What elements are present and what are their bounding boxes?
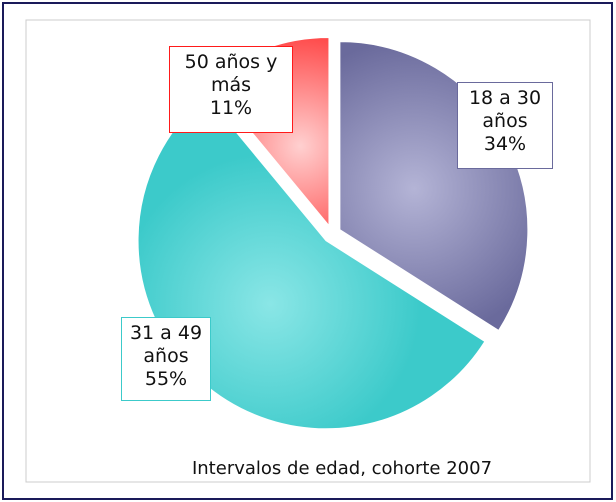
slice-label: 18 a 30 años 34%	[457, 82, 553, 169]
caption: Intervalos de edad, cohorte 2007	[191, 458, 493, 479]
slice-value: 11%	[209, 97, 253, 119]
slice-name: 18 a 30 años	[468, 87, 542, 132]
slice-value: 34%	[483, 133, 527, 155]
plot-frame	[25, 19, 591, 483]
slice-label: 31 a 49 años 55%	[121, 317, 211, 401]
slice-label: 50 años y más 11%	[169, 46, 293, 133]
slice-value: 55%	[144, 368, 188, 390]
slice-name: 50 años y más	[184, 51, 278, 96]
slice-name: 31 a 49 años	[129, 322, 203, 367]
